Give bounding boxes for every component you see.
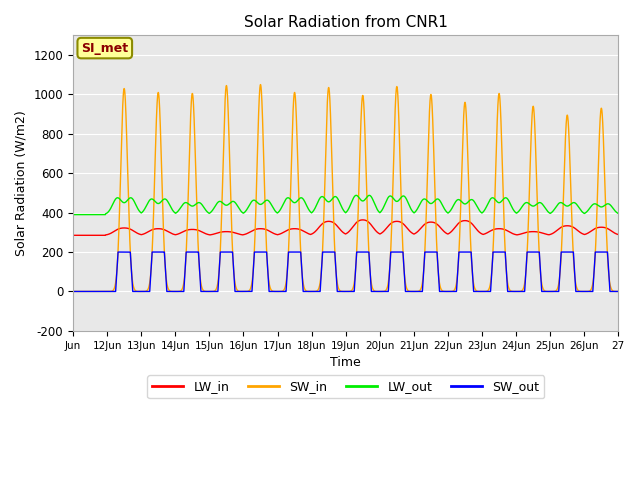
LW_out <box>72 212 79 217</box>
Legend: LW_in, SW_in, LW_out, SW_out: LW_in, SW_in, LW_out, SW_out <box>147 375 544 398</box>
SW_out <box>102 288 109 294</box>
SW_out <box>69 288 77 294</box>
SW_in <box>586 288 593 294</box>
LW_in <box>586 229 593 235</box>
X-axis label: Time: Time <box>330 356 361 369</box>
Line: SW_out: SW_out <box>73 252 618 291</box>
SW_in <box>176 288 184 294</box>
LW_in <box>336 226 344 232</box>
SW_in <box>336 288 344 293</box>
SW_in <box>92 288 99 294</box>
SW_in <box>72 288 79 294</box>
LW_in <box>176 230 184 236</box>
Line: SW_in: SW_in <box>73 84 618 291</box>
SW_out <box>176 288 184 294</box>
LW_out <box>614 211 622 216</box>
SW_out <box>92 288 99 294</box>
LW_out <box>336 200 344 205</box>
SW_out <box>114 249 122 255</box>
SW_out <box>336 288 344 294</box>
SW_out <box>614 288 622 294</box>
Title: Solar Radiation from CNR1: Solar Radiation from CNR1 <box>244 15 447 30</box>
LW_in <box>72 232 79 238</box>
LW_out <box>102 211 109 216</box>
LW_out <box>586 205 593 211</box>
LW_in <box>614 232 622 238</box>
LW_out <box>69 212 77 217</box>
LW_in <box>359 217 367 223</box>
SW_out <box>586 288 593 294</box>
LW_in <box>102 232 109 238</box>
LW_out <box>176 206 184 212</box>
LW_in <box>69 232 77 238</box>
SW_in <box>102 288 109 294</box>
SW_in <box>257 82 264 87</box>
SW_in <box>614 288 622 294</box>
LW_out <box>92 212 99 217</box>
LW_out <box>365 192 373 198</box>
Y-axis label: Solar Radiation (W/m2): Solar Radiation (W/m2) <box>15 110 28 256</box>
LW_in <box>92 232 99 238</box>
Line: LW_in: LW_in <box>73 220 618 235</box>
SW_out <box>72 288 79 294</box>
Line: LW_out: LW_out <box>73 195 618 215</box>
SW_in <box>69 288 77 294</box>
Text: SI_met: SI_met <box>81 42 129 55</box>
